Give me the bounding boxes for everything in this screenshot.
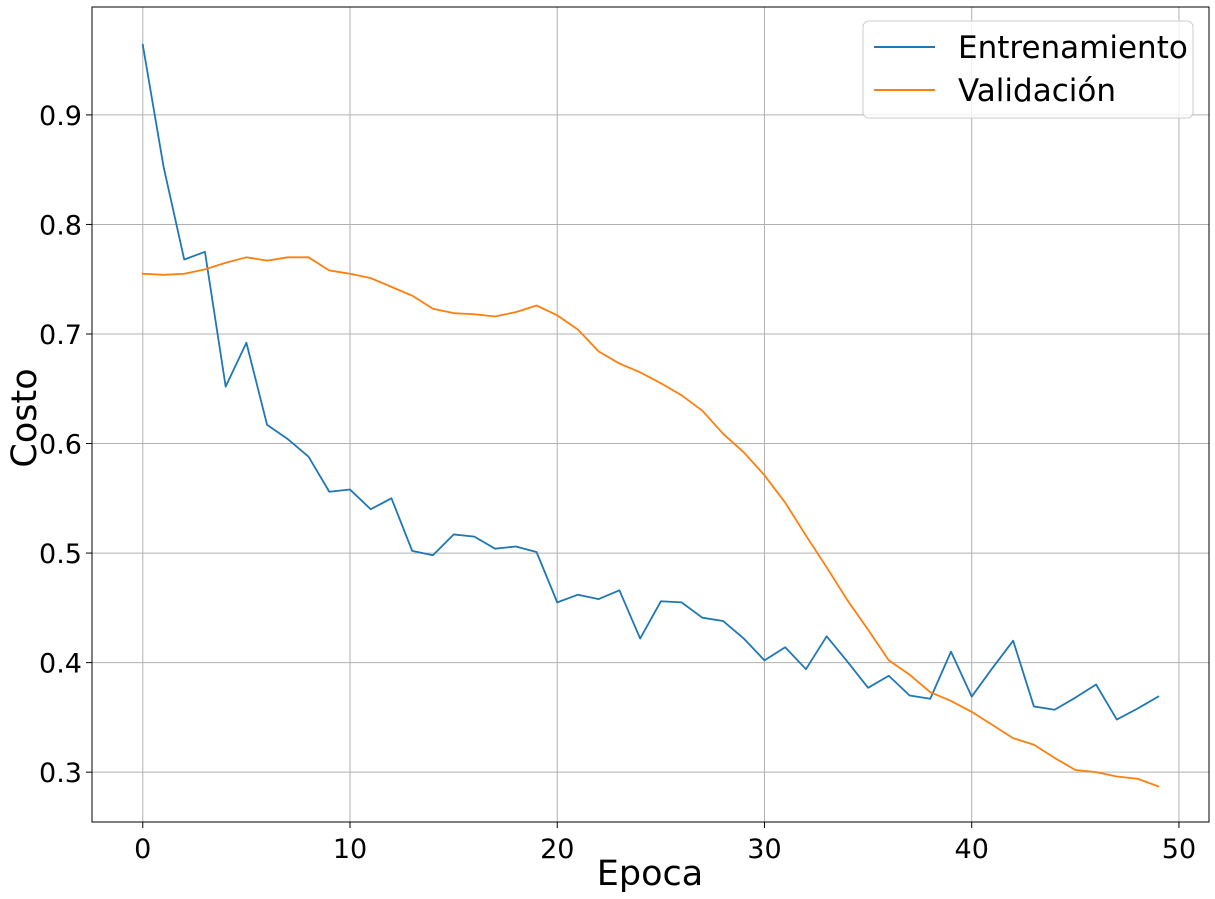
plot-frame <box>91 6 1210 823</box>
series-lines <box>141 43 1160 788</box>
series-line-entrenamiento <box>141 43 1160 721</box>
y-tick-label: 0.7 <box>39 320 82 351</box>
y-axis-label: Costo <box>5 368 45 467</box>
legend-label-entrenamiento: Entrenamiento <box>958 30 1188 66</box>
y-tick-label: 0.3 <box>39 758 82 789</box>
legend: Entrenamiento Validación <box>862 20 1194 119</box>
y-tick-label: 0.4 <box>39 649 82 680</box>
y-tick-label: 0.8 <box>39 210 82 241</box>
x-tick-label: 20 <box>540 834 574 865</box>
x-tick-label: 40 <box>955 834 989 865</box>
series-line-validacion <box>141 256 1160 788</box>
y-tick-label: 0.6 <box>39 430 82 461</box>
legend-box <box>862 20 1194 119</box>
x-tick-label: 10 <box>333 834 367 865</box>
y-tick-label: 0.9 <box>39 101 82 132</box>
x-tick-label: 30 <box>747 834 781 865</box>
x-axis-label: Epoca <box>597 854 703 894</box>
axis-ticks: 0 10 20 30 40 50 0.3 0.4 0.5 0.6 0.7 0.8 0.9 <box>39 101 1196 865</box>
grid-lines <box>92 7 1209 822</box>
x-tick-label: 0 <box>134 834 151 865</box>
x-tick-label: 50 <box>1162 834 1196 865</box>
y-tick-label: 0.5 <box>39 539 82 570</box>
legend-label-validacion: Validación <box>958 73 1116 109</box>
